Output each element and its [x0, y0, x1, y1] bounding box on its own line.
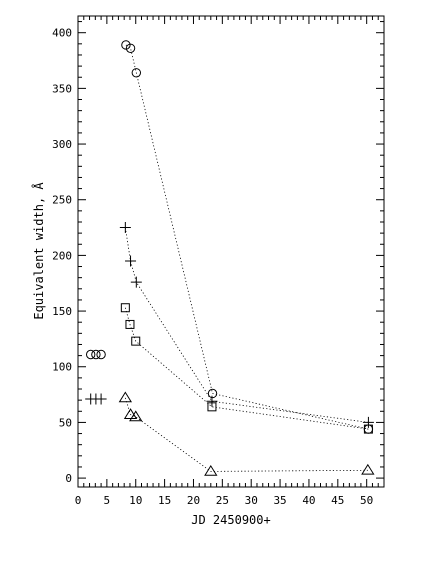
x-tick-label: 10: [129, 494, 142, 507]
circle-marker: [131, 68, 142, 78]
square-marker: [131, 336, 141, 346]
triangle-marker: [129, 410, 143, 422]
axis-ticks: [77, 16, 384, 487]
y-tick-label: 250: [52, 194, 72, 207]
triangle-marker: [361, 463, 375, 475]
x-tick-label: 50: [360, 494, 373, 507]
plus-marker: [125, 255, 137, 267]
circle-marker: [125, 43, 136, 53]
x-tick-label: 15: [158, 494, 171, 507]
square-marker: [363, 424, 373, 434]
x-tick-label: 35: [273, 494, 286, 507]
plus-marker: [95, 393, 107, 405]
circle-marker: [91, 349, 101, 360]
y-tick-label: 150: [52, 305, 72, 318]
series-line-triangle: [124, 397, 368, 472]
plus-marker: [206, 395, 218, 407]
plus-marker: [362, 416, 374, 428]
x-tick-label: 30: [245, 494, 258, 507]
y-axis-title: Equivalent width, Å: [31, 182, 46, 320]
x-tick-label: 5: [104, 494, 111, 507]
y-tick-label: 100: [52, 361, 72, 374]
series-line-plus: [124, 227, 369, 423]
y-tick-label: 400: [52, 27, 72, 40]
y-tick-label: 350: [52, 82, 72, 95]
x-tick-label: 20: [187, 494, 200, 507]
plus-marker: [119, 222, 131, 234]
tick-labels: 0 5 10 15 20 25 30 35 40 45 50 0 50 100 150 200 250 300 35…: [52, 27, 373, 507]
x-tick-label: 45: [331, 494, 344, 507]
y-tick-label: 200: [52, 249, 72, 262]
triangle-marker: [204, 464, 218, 476]
y-tick-label: 300: [52, 138, 72, 151]
series-lines: [124, 44, 369, 472]
square-marker: [207, 402, 217, 412]
square-marker: [120, 303, 130, 313]
x-axis-title: JD 2450900+: [191, 513, 270, 527]
circle-marker: [86, 349, 96, 360]
plus-marker: [130, 276, 142, 288]
x-tick-label: 0: [75, 494, 82, 507]
circle-marker: [96, 349, 106, 360]
x-tick-label: 25: [216, 494, 229, 507]
x-tick-label: 40: [302, 494, 315, 507]
series-markers: [85, 40, 375, 476]
triangle-marker: [123, 408, 138, 419]
square-marker: [125, 319, 135, 329]
series-line-circle: [125, 44, 369, 430]
y-tick-label: 0: [65, 472, 72, 485]
plot-frame: [77, 15, 385, 488]
y-tick-label: 50: [59, 416, 72, 429]
circle-marker: [207, 388, 218, 399]
triangle-marker: [118, 391, 133, 403]
series-line-square: [124, 307, 369, 430]
